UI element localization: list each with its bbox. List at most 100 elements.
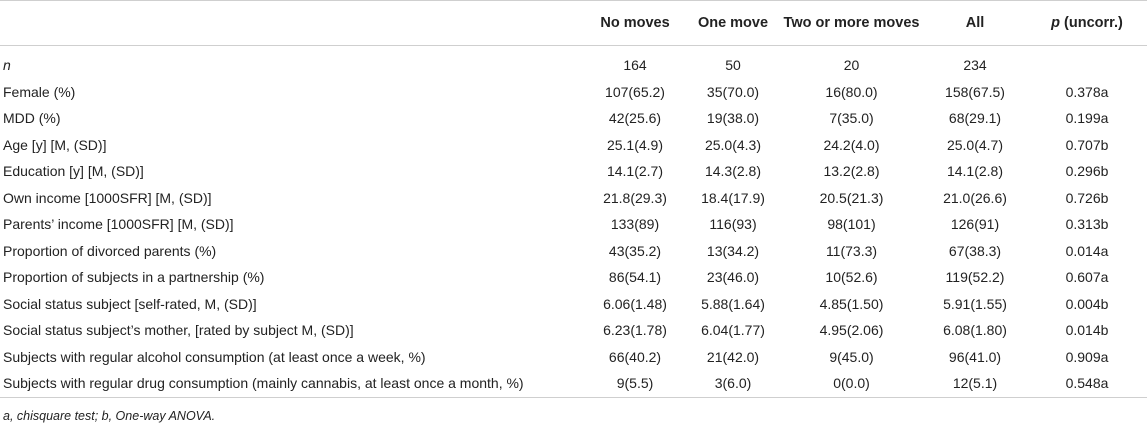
table-cell: 7(35.0) [829, 110, 874, 127]
header-p-italic: p [1051, 15, 1060, 31]
table-row: Proportion of divorced parents (%) 43(35.… [0, 238, 1147, 265]
table-cell: 16(80.0) [825, 83, 878, 100]
table-cell: 0.607a [1065, 269, 1109, 286]
row-label: MDD (%) [3, 110, 61, 127]
row-label: Subjects with regular alcohol consumptio… [3, 348, 426, 365]
table-cell: 14.1(2.7) [606, 163, 664, 180]
table-cell: 126(91) [950, 216, 1000, 233]
table-cell: 0.378a [1065, 83, 1109, 100]
table-row: Subjects with regular drug consumption (… [0, 370, 1147, 398]
table-cell: 42(25.6) [608, 110, 662, 127]
row-label: Own income [1000SFR] [M, (SD)] [3, 189, 212, 206]
row-label: Proportion of divorced parents (%) [3, 242, 217, 259]
row-label: Social status subject’s mother, [rated b… [3, 322, 354, 339]
table-cell: 3(6.0) [686, 370, 780, 398]
row-label: n [3, 57, 11, 74]
table-footnote: a, chisquare test; b, One-way ANOVA. [3, 409, 216, 423]
table-row: n 164 50 20 234 [0, 46, 1147, 79]
table-cell: 21.8(29.3) [603, 189, 667, 206]
table-cell: 11(73.3) [825, 242, 878, 259]
table-cell: 12(5.1) [923, 370, 1027, 398]
table-row: Female (%) 107(65.2) 35(70.0) 16(80.0) 158(6… [0, 79, 1147, 106]
table-cell: 98(101) [827, 216, 876, 233]
header-all: All [923, 0, 1027, 46]
table-cell: 24.2(4.0) [823, 136, 880, 153]
table-cell: 0.726b [1065, 189, 1109, 206]
table-cell: 107(65.2) [605, 83, 665, 100]
table-cell: 14.3(2.8) [704, 163, 762, 180]
table-row: Proportion of subjects in a partnership … [0, 264, 1147, 291]
table-cell: 5.91(1.55) [943, 295, 1007, 312]
table-cell: 133(89) [610, 216, 660, 233]
table-cell: 9(5.5) [584, 370, 686, 398]
table-cell: 25.0(4.3) [704, 136, 762, 153]
table-cell: 0.313b [1065, 216, 1109, 233]
header-empty [0, 0, 584, 46]
table-cell: 164 [623, 57, 647, 74]
table-cell: 13(34.2) [706, 242, 760, 259]
table-cell: 4.85(1.50) [819, 295, 884, 312]
header-two-or-more-moves: Two or more moves [780, 0, 923, 46]
table-cell: 20.5(21.3) [819, 189, 884, 206]
table-cell: 5.88(1.64) [701, 295, 765, 312]
table-cell: 0.014b [1065, 322, 1109, 339]
table-cell: 0.199a [1065, 110, 1109, 127]
table-cell: 0.296b [1065, 163, 1109, 180]
table-cell: 0.707b [1065, 136, 1109, 153]
table-cell: 23(46.0) [706, 269, 760, 286]
table-cell: 6.08(1.80) [943, 322, 1007, 339]
table-row: Own income [1000SFR] [M, (SD)] 21.8(29.3)… [0, 185, 1147, 212]
table-row: Age [y] [M, (SD)] 25.1(4.9) 25.0(4.3) 24.2(… [0, 132, 1147, 159]
table-cell: 96(41.0) [948, 348, 1002, 365]
row-label: Education [y] [M, (SD)] [3, 163, 144, 180]
table-cell: 4.95(2.06) [819, 322, 884, 339]
table-row: Education [y] [M, (SD)] 14.1(2.7) 14.3(2.8… [0, 158, 1147, 185]
table-row: Subjects with regular alcohol consumptio… [0, 344, 1147, 371]
table-cell: 21(42.0) [706, 348, 760, 365]
table-cell: 13.2(2.8) [823, 163, 880, 180]
header-p-rest: (uncorr.) [1060, 15, 1123, 31]
row-label: Age [y] [M, (SD)] [3, 136, 107, 153]
table-cell: 18.4(17.9) [701, 189, 765, 206]
table-cell: 6.06(1.48) [603, 295, 667, 312]
table-cell: 0.004b [1065, 295, 1109, 312]
data-table: No moves One move Two or more moves All … [0, 0, 1147, 398]
table-cell: 0.548a [1027, 370, 1147, 398]
table-cell: 234 [963, 57, 987, 74]
table-cell: 43(35.2) [608, 242, 662, 259]
header-p-uncorr: p (uncorr.) [1027, 0, 1147, 46]
header-one-move: One move [686, 0, 780, 46]
table-cell: 9(45.0) [829, 348, 874, 365]
table-cell: 66(40.2) [608, 348, 662, 365]
table-cell: 25.1(4.9) [606, 136, 664, 153]
table-cell [1027, 46, 1147, 79]
row-label: Proportion of subjects in a partnership … [3, 269, 265, 286]
table-cell: 21.0(26.6) [943, 189, 1007, 206]
table-cell: 158(67.5) [945, 83, 1005, 100]
table-cell: 20 [843, 57, 860, 74]
table-cell: 116(93) [709, 216, 757, 233]
header-row: No moves One move Two or more moves All … [0, 0, 1147, 46]
table-cell: 0.909a [1065, 348, 1109, 365]
header-no-moves: No moves [584, 0, 686, 46]
table-row: Parents’ income [1000SFR] [M, (SD)] 133(8… [0, 211, 1147, 238]
row-label: Parents’ income [1000SFR] [M, (SD)] [3, 216, 234, 233]
row-label: Subjects with regular drug consumption (… [0, 370, 584, 398]
table-cell: 14.1(2.8) [946, 163, 1004, 180]
table-cell: 67(38.3) [948, 242, 1002, 259]
table-cell: 10(52.6) [825, 269, 878, 286]
table-cell: 6.23(1.78) [603, 322, 667, 339]
table-cell: 50 [725, 57, 741, 74]
table-cell: 0(0.0) [780, 370, 923, 398]
table-cell: 25.0(4.7) [946, 136, 1004, 153]
table-body: n 164 50 20 234 Female (%) 107(65.2) 35(70.0) 16… [0, 46, 1147, 398]
table-cell: 35(70.0) [706, 83, 760, 100]
table-row: Social status subject [self-rated, M, (S… [0, 291, 1147, 318]
table-cell: 19(38.0) [706, 110, 760, 127]
table-cell: 6.04(1.77) [701, 322, 765, 339]
table-cell: 0.014a [1065, 242, 1109, 259]
table-row: MDD (%) 42(25.6) 19(38.0) 7(35.0) 68(29.1) 0.… [0, 105, 1147, 132]
table-cell: 68(29.1) [948, 110, 1002, 127]
table-cell: 86(54.1) [608, 269, 662, 286]
